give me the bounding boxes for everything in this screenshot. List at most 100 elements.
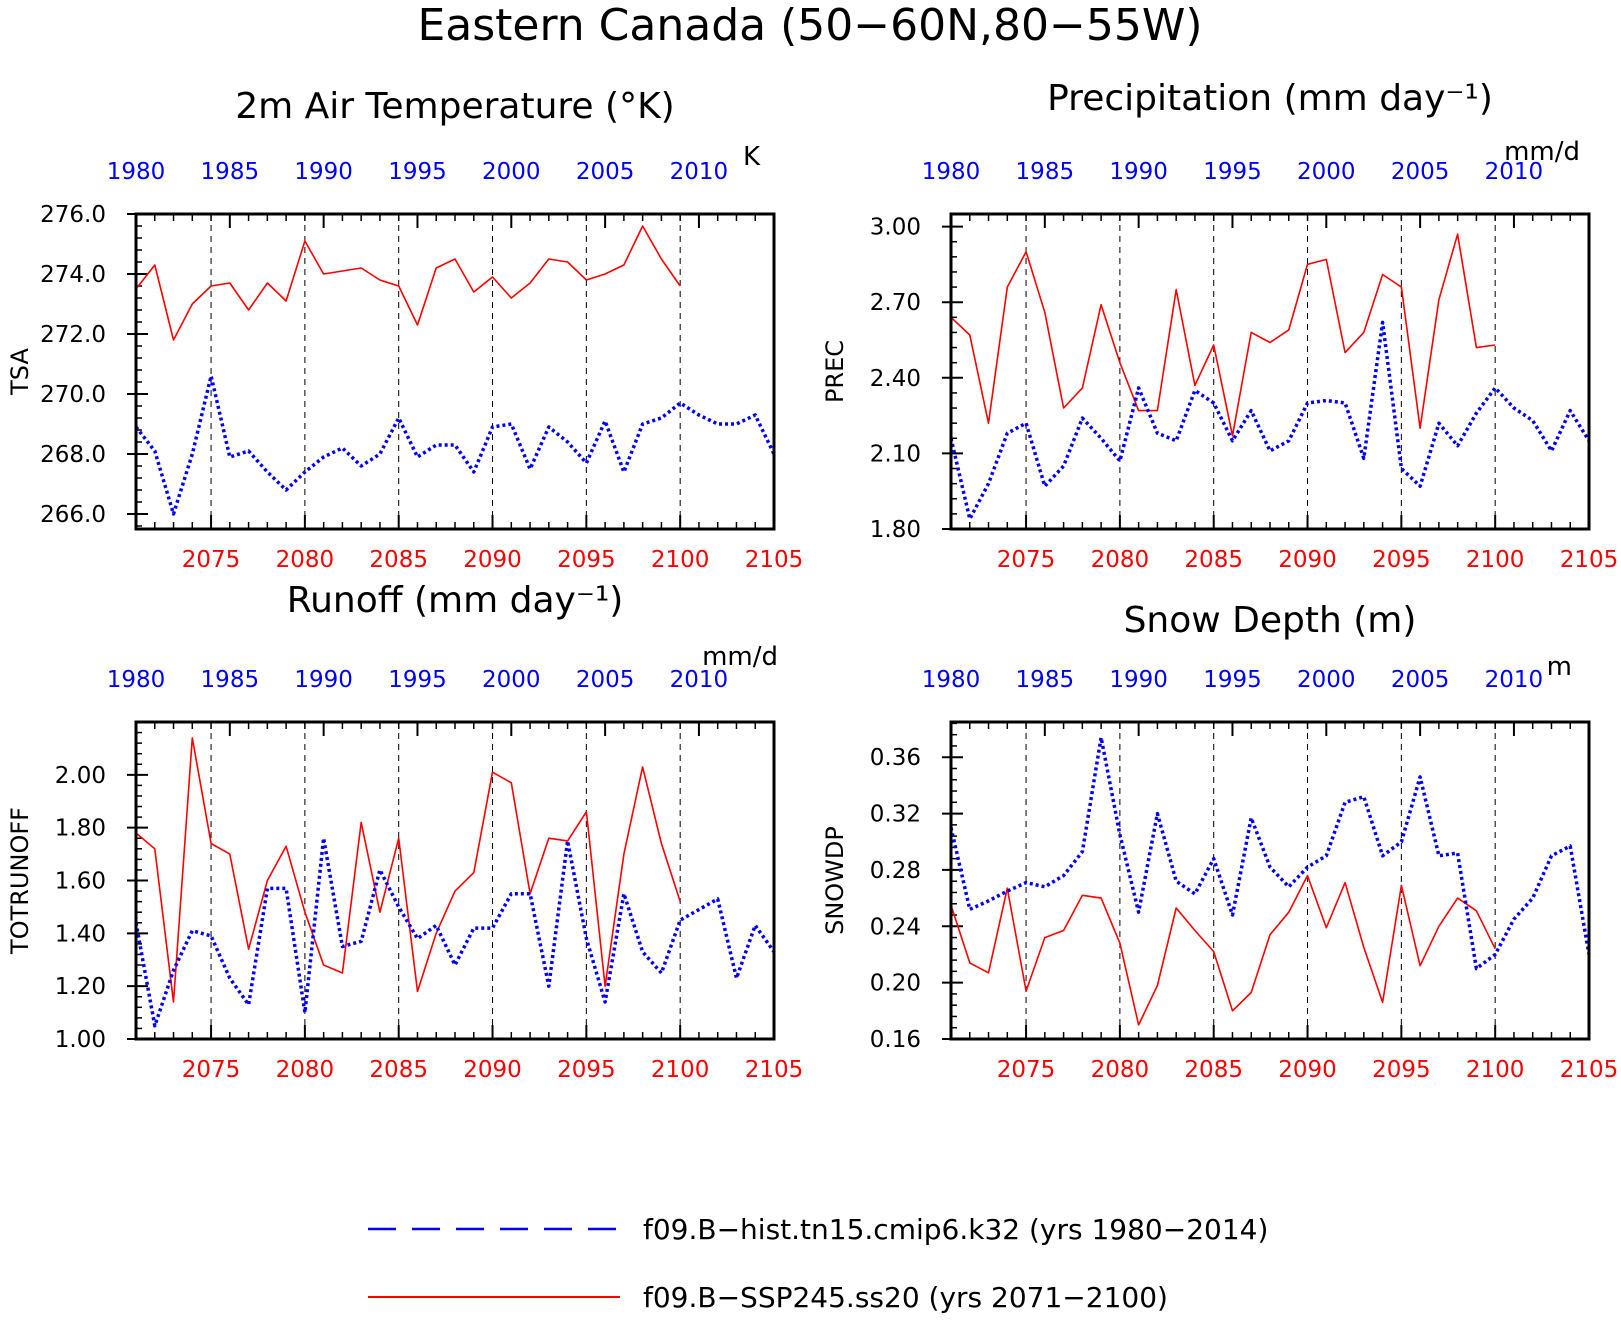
plot-frame (134, 720, 776, 1041)
top-tick-label: 2005 (576, 667, 635, 693)
y-tick-label: 0.32 (870, 802, 921, 828)
plot-frame (134, 212, 776, 531)
legend: f09.B−hist.tn15.cmip6.k32 (yrs 1980−2014… (368, 1213, 1268, 1314)
bottom-tick-label: 2095 (557, 547, 616, 573)
top-tick-label: 2010 (670, 667, 729, 693)
y-tick-label: 0.24 (870, 914, 921, 940)
bottom-tick-label: 2100 (1466, 547, 1525, 573)
series-ssp-line (135, 225, 681, 341)
top-tick-label: 2010 (670, 159, 729, 185)
units-label: mm/d (702, 642, 778, 672)
y-tick-label: 272.0 (40, 322, 106, 348)
series-ssp-line (135, 737, 681, 1003)
y-tick-label: 1.40 (55, 921, 106, 947)
top-tick-label: 1985 (1016, 667, 1075, 693)
bottom-tick-label: 2095 (1372, 547, 1431, 573)
panel-prec: Precipitation (mm day⁻¹) mm/d PREC 3.00 2.70… (821, 78, 1618, 573)
top-tick-label: 1990 (294, 667, 353, 693)
y-axis-label: TOTRUNOFF (6, 807, 34, 955)
top-tick-label: 1985 (201, 159, 260, 185)
top-tick-label: 1985 (201, 667, 260, 693)
top-tick-label: 1995 (388, 159, 447, 185)
top-tick-label: 1995 (1203, 159, 1262, 185)
top-tick-label: 2005 (576, 159, 635, 185)
top-tick-label: 1990 (1109, 667, 1168, 693)
y-tick-label: 2.00 (55, 763, 106, 789)
bottom-tick-label: 2085 (369, 547, 428, 573)
y-tick-label: 0.28 (870, 858, 921, 884)
y-tick-label: 2.40 (870, 366, 921, 392)
y-tick-label: 2.10 (870, 441, 921, 467)
bottom-tick-label: 2105 (745, 1057, 804, 1083)
series-ssp-line (950, 874, 1496, 1026)
top-tick-label: 2000 (482, 159, 541, 185)
y-tick-label: 270.0 (40, 382, 106, 408)
y-tick-label: 266.0 (40, 502, 106, 528)
panel-tsa: 2m Air Temperature (°K) K TSA 276.0 274.0 272… (6, 86, 803, 573)
bottom-tick-label: 2075 (997, 1057, 1056, 1083)
top-tick-label: 1980 (107, 159, 166, 185)
y-tick-label: 274.0 (40, 262, 106, 288)
panel-title: Precipitation (mm day⁻¹) (1047, 78, 1493, 119)
top-tick-label: 1995 (388, 667, 447, 693)
y-tick-label: 1.00 (55, 1027, 106, 1053)
bottom-tick-label: 2080 (276, 547, 335, 573)
units-label: K (743, 142, 761, 172)
panel-title: Runoff (mm day⁻¹) (287, 580, 624, 621)
series-hist-line (949, 320, 1591, 521)
panel-totrunoff: Runoff (mm day⁻¹) mm/d TOTRUNOFF 2.00 1.80 1.… (6, 580, 803, 1083)
figure-title: Eastern Canada (50−60N,80−55W) (417, 0, 1202, 51)
top-tick-label: 2010 (1485, 667, 1544, 693)
bottom-tick-label: 2090 (463, 1057, 522, 1083)
units-label: m (1547, 652, 1572, 682)
top-tick-label: 2000 (482, 667, 541, 693)
top-tick-label: 1995 (1203, 667, 1262, 693)
bottom-tick-label: 2080 (1091, 1057, 1150, 1083)
bottom-tick-label: 2085 (369, 1057, 428, 1083)
y-tick-label: 276.0 (40, 202, 106, 228)
plot-frame (949, 212, 1591, 531)
series-hist-line (134, 374, 776, 516)
panel-snowdp: Snow Depth (m) m SNOWDP 0.36 0.32 0.28 0.24 0.2… (821, 600, 1618, 1083)
bottom-tick-label: 2105 (1560, 547, 1619, 573)
bottom-tick-label: 2090 (463, 547, 522, 573)
bottom-tick-label: 2090 (1278, 547, 1337, 573)
bottom-tick-label: 2095 (557, 1057, 616, 1083)
top-tick-label: 1990 (1109, 159, 1168, 185)
bottom-tick-label: 2100 (651, 547, 710, 573)
bottom-tick-label: 2085 (1184, 1057, 1243, 1083)
top-tick-label: 2000 (1297, 667, 1356, 693)
y-tick-label: 0.20 (870, 971, 921, 997)
bottom-tick-label: 2105 (745, 547, 804, 573)
top-tick-label: 2010 (1485, 159, 1544, 185)
bottom-tick-label: 2080 (276, 1057, 335, 1083)
panel-title: 2m Air Temperature (°K) (235, 86, 674, 127)
top-tick-label: 2005 (1391, 667, 1450, 693)
panel-title: Snow Depth (m) (1124, 600, 1417, 641)
bottom-tick-label: 2075 (182, 547, 241, 573)
top-tick-label: 2005 (1391, 159, 1450, 185)
top-tick-label: 1980 (107, 667, 166, 693)
y-tick-label: 1.20 (55, 974, 106, 1000)
legend-hist-label: f09.B−hist.tn15.cmip6.k32 (yrs 1980−2014… (643, 1213, 1268, 1246)
y-axis-label: SNOWDP (821, 826, 849, 935)
bottom-tick-label: 2100 (651, 1057, 710, 1083)
series-hist-line (134, 836, 776, 1028)
bottom-tick-label: 2075 (997, 547, 1056, 573)
bottom-tick-label: 2095 (1372, 1057, 1431, 1083)
y-tick-label: 3.00 (870, 215, 921, 241)
bottom-tick-label: 2090 (1278, 1057, 1337, 1083)
legend-ssp-label: f09.B−SSP245.ss20 (yrs 2071−2100) (643, 1281, 1168, 1314)
bottom-tick-label: 2085 (1184, 547, 1243, 573)
y-tick-label: 1.80 (55, 816, 106, 842)
y-tick-label: 0.16 (870, 1027, 921, 1053)
bottom-tick-label: 2080 (1091, 547, 1150, 573)
y-tick-label: 1.80 (870, 517, 921, 543)
panels: 2m Air Temperature (°K) K TSA 276.0 274.0 272… (6, 78, 1618, 1083)
bottom-tick-label: 2075 (182, 1057, 241, 1083)
y-axis-label: PREC (821, 340, 849, 403)
y-tick-label: 268.0 (40, 442, 106, 468)
bottom-tick-label: 2100 (1466, 1057, 1525, 1083)
series-hist-line (949, 735, 1591, 971)
